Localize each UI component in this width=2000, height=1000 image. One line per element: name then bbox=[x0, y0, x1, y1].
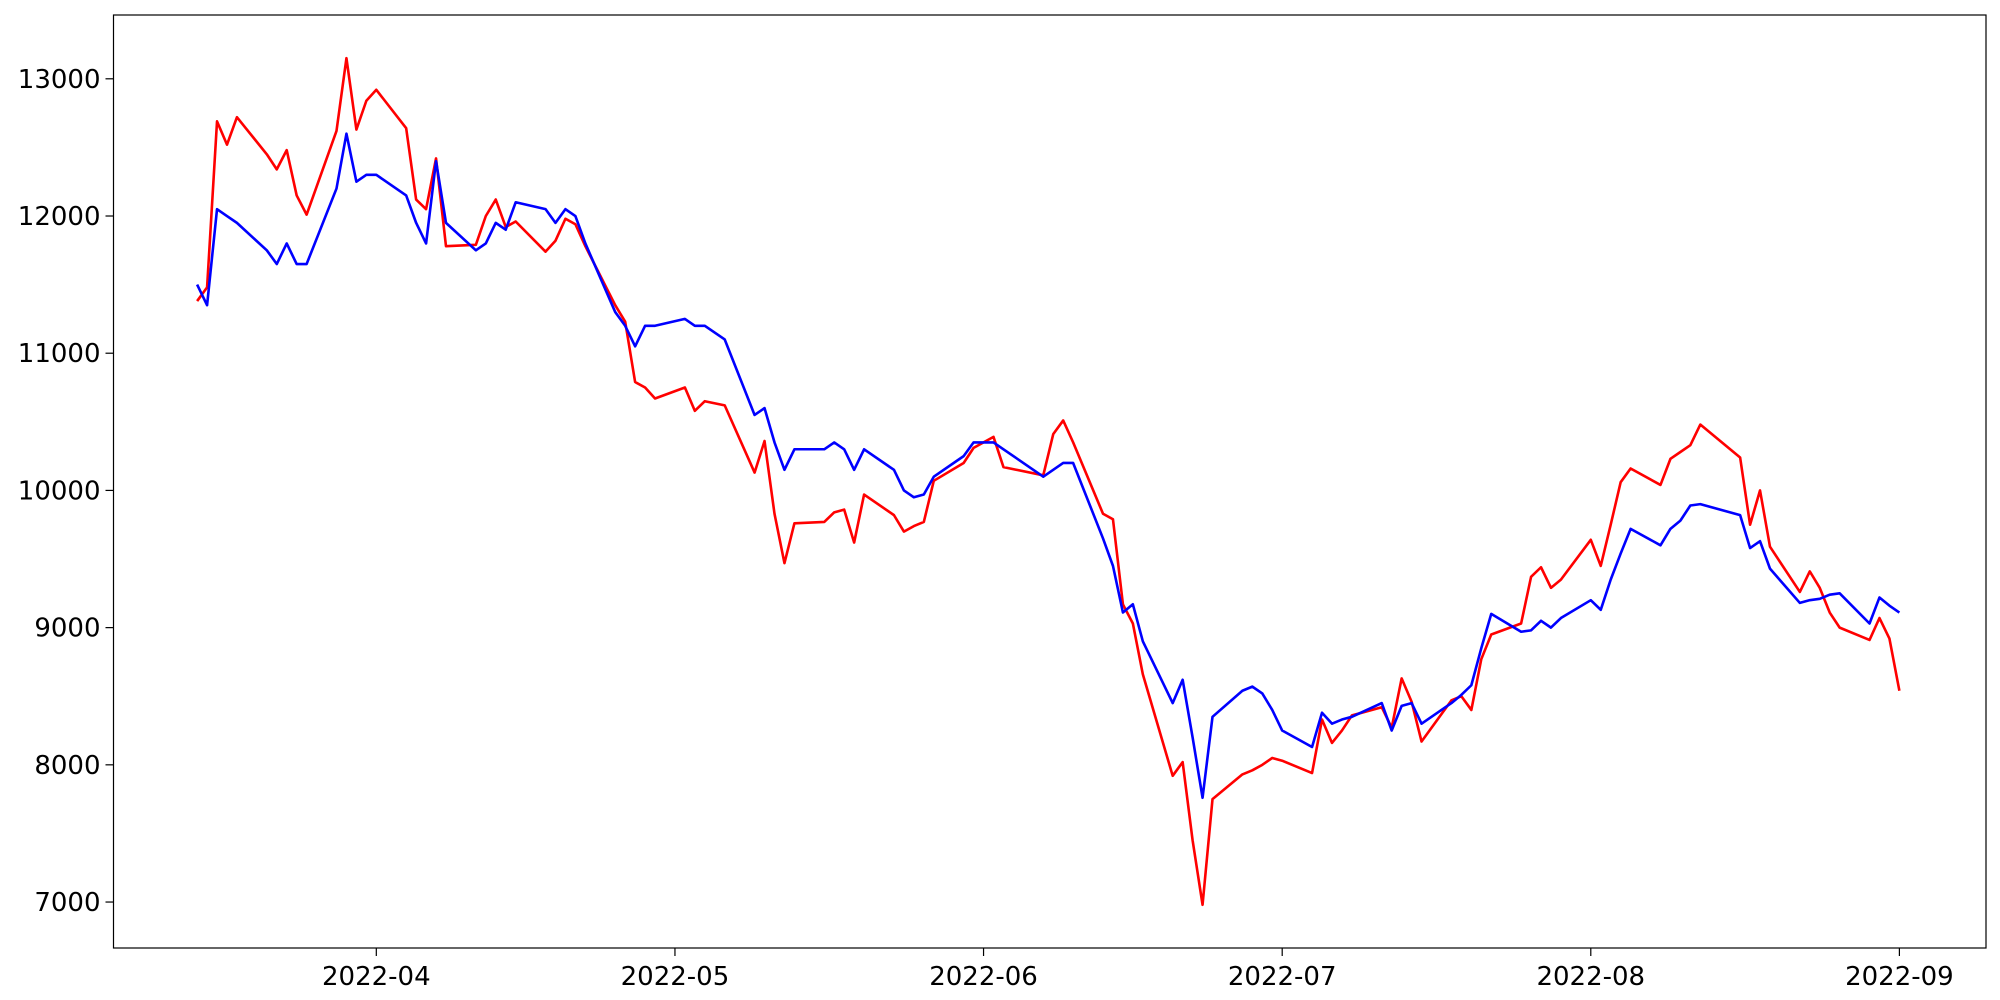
plot-frame bbox=[112, 14, 1987, 949]
y-tick-label: 12000 bbox=[18, 202, 101, 232]
series-line bbox=[196, 56, 1901, 907]
x-tick-label: 2022-05 bbox=[621, 962, 730, 992]
x-tick-label: 2022-09 bbox=[1845, 962, 1954, 992]
x-tick-label: 2022-06 bbox=[929, 962, 1038, 992]
y-tick-label: 10000 bbox=[18, 476, 101, 506]
y-tick-label: 8000 bbox=[34, 751, 100, 781]
series-line bbox=[195, 132, 1901, 800]
y-tick-label: 9000 bbox=[34, 614, 100, 644]
y-tick-label: 7000 bbox=[34, 888, 100, 918]
x-tick-label: 2022-04 bbox=[322, 962, 431, 992]
x-tick-label: 2022-08 bbox=[1536, 962, 1645, 992]
x-tick-label: 2022-07 bbox=[1228, 962, 1337, 992]
y-tick-label: 13000 bbox=[18, 65, 101, 95]
y-tick-label: 11000 bbox=[18, 339, 101, 369]
